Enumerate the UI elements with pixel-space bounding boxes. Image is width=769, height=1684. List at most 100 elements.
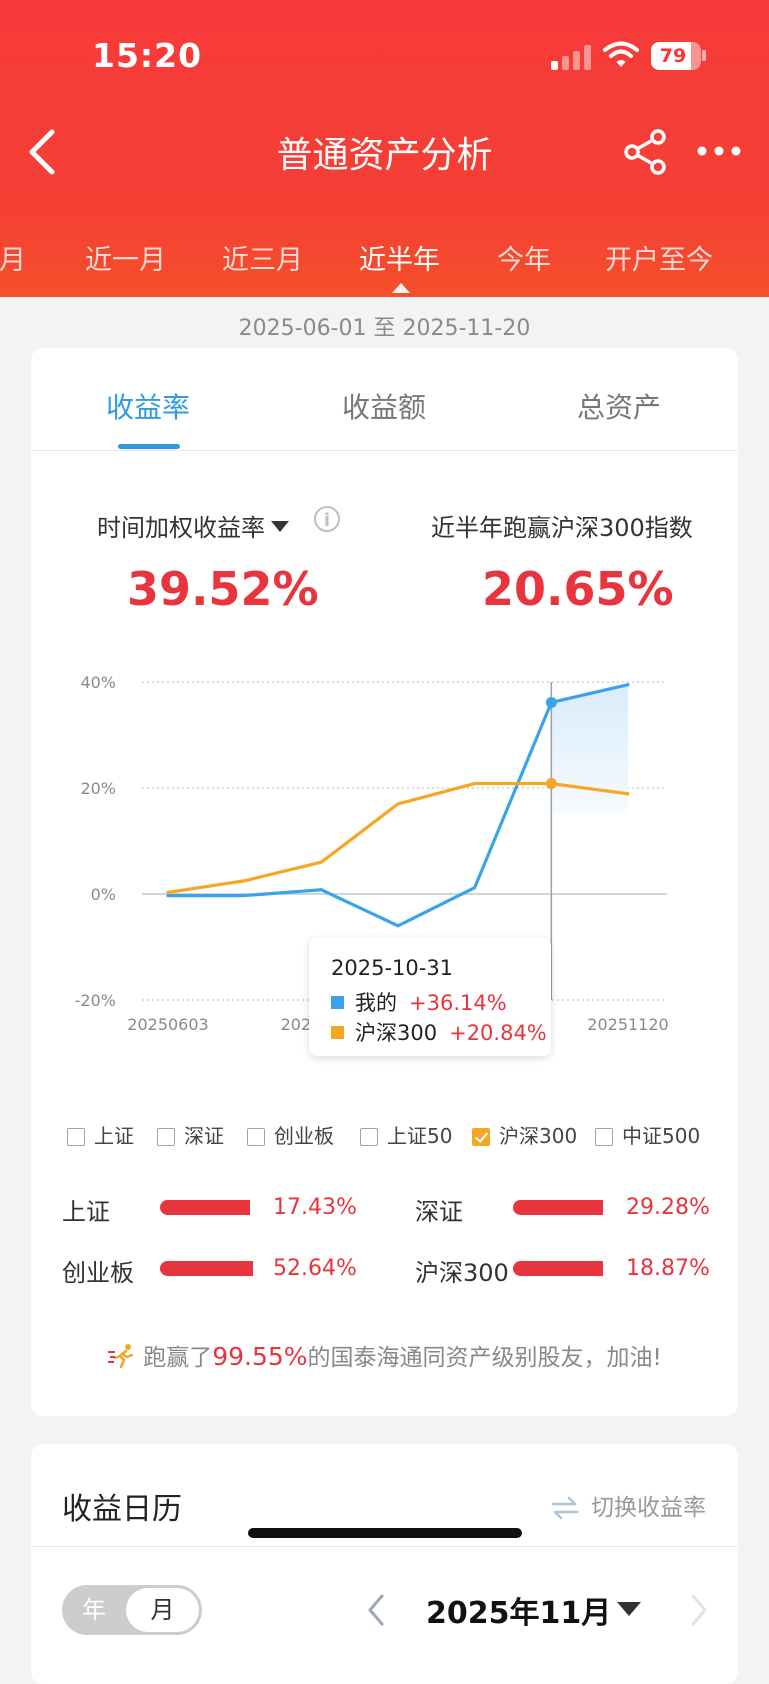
switch-rate-button[interactable]: 切换收益率 [551,1488,706,1522]
page-title: 普通资产分析 [276,135,493,176]
tab-return-rate[interactable]: 收益率 [106,391,191,424]
legend-sh[interactable]: 上证 [67,1120,134,1149]
period-tab-since-open[interactable]: 开户至今 [605,245,713,276]
current-month[interactable]: 2025年11月 [426,1596,612,1631]
legend-label: 上证 [94,1124,134,1148]
index-name: 上证 [62,1198,110,1226]
index-value: 17.43% [273,1195,357,1220]
index-bar [160,1200,250,1215]
period-indicator [392,283,410,293]
beat-prefix: 跑赢了 [143,1345,213,1371]
app-header: 15:20 79 普通资产分析 本月 近一月 近三月 近半年 今年 开户至今 [0,0,769,297]
month-dropdown-icon[interactable] [617,1602,641,1616]
chart-tooltip: 2025-10-31 我的 +36.14% 沪深300 +20.84% [309,938,551,1056]
tooltip-row-mine: 我的 +36.14% [331,987,507,1017]
beat-message: 跑赢了99.55%的国泰海通同资产级别股友，加油! [31,1338,738,1372]
runner-icon [108,1344,134,1369]
checkbox[interactable] [247,1128,265,1146]
tooltip-date: 2025-10-31 [331,956,454,980]
tooltip-series-name: 我的 [355,991,397,1015]
calendar-divider [31,1546,738,1547]
period-tab-3m[interactable]: 近三月 [222,245,303,276]
toggle-month[interactable]: 月 [126,1588,199,1632]
area-fill [551,684,628,816]
more-button[interactable] [694,136,744,166]
checkbox[interactable] [157,1128,175,1146]
return-type-label: 时间加权收益率 [97,514,265,542]
tab-return-amount[interactable]: 收益额 [342,391,427,424]
index-value: 52.64% [273,1256,357,1281]
legend-hs300[interactable]: 沪深300 [472,1120,577,1149]
tooltip-series-value: +20.84% [449,1021,547,1045]
series-swatch [331,996,344,1009]
beat-suffix: 的国泰海通同资产级别股友，加油! [307,1345,662,1371]
tab-underline [118,444,180,449]
tooltip-series-name: 沪深300 [355,1021,438,1045]
dropdown-arrow-icon [271,521,289,532]
x-tick-label: 20250603 [127,1015,208,1034]
index-value: 29.28% [626,1195,710,1220]
calendar-title: 收益日历 [62,1492,182,1527]
checkbox-checked[interactable] [472,1128,490,1146]
legend-label: 沪深300 [499,1124,578,1148]
legend-label: 深证 [184,1124,224,1148]
y-tick-label: 0% [91,885,116,904]
period-tabs: 本月 近一月 近三月 近半年 今年 开户至今 [0,238,769,288]
toggle-year[interactable]: 年 [82,1596,106,1624]
outperform-label: 近半年跑赢沪深300指数 [431,514,693,542]
checkbox[interactable] [595,1128,613,1146]
beat-percent: 99.55% [212,1342,308,1371]
index-legend: 上证 深证 创业板 上证50 沪深300 中证500 [67,1120,727,1154]
year-month-toggle: 年 月 [62,1585,202,1635]
checkbox[interactable] [67,1128,85,1146]
legend-label: 上证50 [387,1124,453,1148]
index-name: 深证 [415,1198,463,1226]
return-type-dropdown[interactable]: 时间加权收益率 [97,508,289,543]
twr-value: 39.52% [127,562,319,616]
y-tick-label: 20% [80,779,116,798]
back-button[interactable] [22,124,62,180]
next-month-button[interactable] [689,1592,709,1628]
series-swatch [331,1026,344,1039]
signal-icon [551,44,593,70]
index-bar [160,1261,253,1276]
swap-icon [551,1496,579,1520]
legend-sz[interactable]: 深证 [157,1120,224,1149]
index-bar [513,1200,603,1215]
index-bar [513,1261,603,1276]
tab-divider [31,450,738,451]
share-button[interactable] [622,128,670,176]
prev-month-button[interactable] [366,1592,386,1628]
legend-cyb[interactable]: 创业板 [247,1120,334,1149]
battery-cap [702,50,706,61]
tooltip-row-hs300: 沪深300 +20.84% [331,1017,547,1047]
battery-level: 79 [659,45,687,67]
tab-total-assets[interactable]: 总资产 [577,391,662,424]
home-indicator [248,1528,522,1538]
analysis-card: 收益率 收益额 总资产 时间加权收益率 i 近半年跑赢沪深300指数 39.52… [31,348,738,1416]
period-tab-6m[interactable]: 近半年 [359,245,440,276]
x-tick-label: 20251120 [587,1015,668,1034]
info-icon[interactable]: i [314,506,340,532]
index-name: 创业板 [62,1259,134,1287]
legend-label: 创业板 [274,1124,334,1148]
checkbox[interactable] [360,1128,378,1146]
y-tick-label: -20% [75,991,116,1010]
outperform-value: 20.65% [482,562,674,616]
period-tab-ytd[interactable]: 今年 [497,245,551,276]
index-name: 沪深300 [415,1259,509,1287]
status-time: 15:20 [92,36,203,75]
highlight-point [545,778,557,790]
wifi-icon [603,41,639,67]
legend-zz500[interactable]: 中证500 [595,1120,700,1149]
highlight-point [545,696,557,708]
date-range: 2025-06-01 至 2025-11-20 [238,316,531,341]
period-tab-this-month[interactable]: 本月 [0,245,26,276]
y-tick-label: 40% [80,673,116,692]
calendar-card: 收益日历 切换收益率 年 月 2025年11月 [31,1444,738,1684]
period-tab-1m[interactable]: 近一月 [85,245,166,276]
index-value: 18.87% [626,1256,710,1281]
battery-icon: 79 [651,42,701,70]
legend-sz50[interactable]: 上证50 [360,1120,452,1149]
switch-rate-label: 切换收益率 [591,1495,706,1521]
